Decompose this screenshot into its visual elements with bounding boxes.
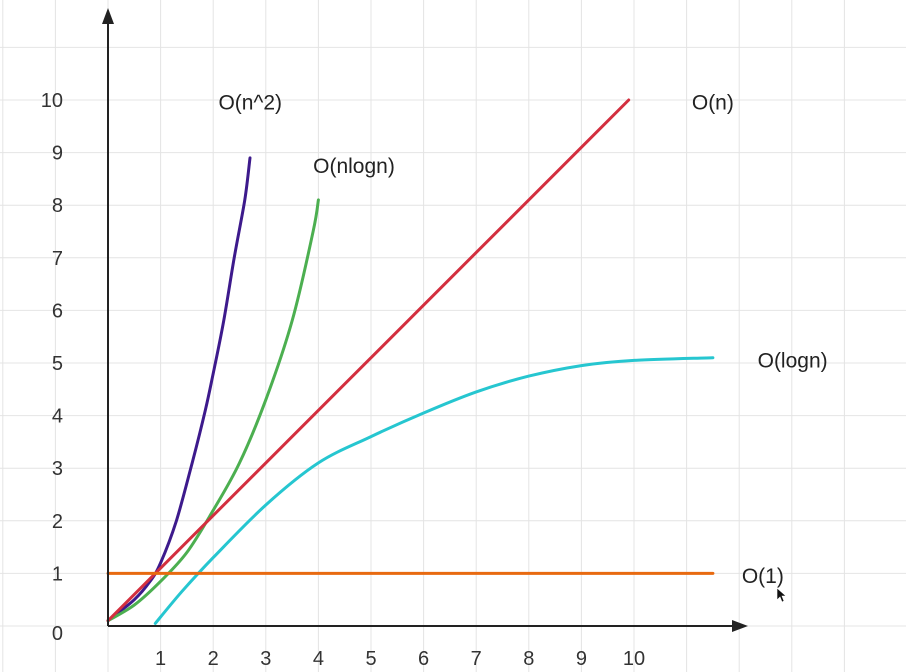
series-line-o-n [106, 98, 631, 623]
x-axis-arrow-icon [732, 620, 748, 632]
y-tick-label: 6 [52, 300, 63, 322]
y-tick-label: 1 [52, 563, 63, 585]
y-tick-label: 9 [52, 143, 63, 165]
y-tick-label: 4 [52, 406, 63, 428]
series-label-o-n-2: O(n^2) [218, 92, 282, 115]
x-tick-label: 3 [260, 648, 271, 670]
series-label-o-1: O(1) [742, 565, 784, 588]
series-label-o-logn: O(logn) [758, 349, 828, 372]
y-tick-label: 5 [52, 353, 63, 375]
series-line-o-n-2 [106, 156, 252, 623]
x-tick-label: 4 [313, 648, 324, 670]
x-tick-label: 6 [418, 648, 429, 670]
y-tick-label: 7 [52, 248, 63, 270]
series-labels: O(n^2) O(nlogn) O(n) O(logn) O(1) [218, 92, 827, 588]
mouse-cursor-icon [776, 587, 787, 603]
series-line-o-logn [153, 356, 715, 625]
x-tick-label: 10 [623, 648, 645, 670]
series-group [106, 98, 715, 625]
y-axis-arrow-icon [102, 8, 114, 24]
x-tick-label: 8 [523, 648, 534, 670]
y-tick-label: 8 [52, 195, 63, 217]
x-tick-label: 2 [208, 648, 219, 670]
y-tick-label: 10 [41, 90, 63, 112]
x-tick-label: 1 [155, 648, 166, 670]
series-line-o-nlogn [106, 198, 320, 623]
x-tick-label: 5 [365, 648, 376, 670]
tick-labels: 1 2 3 4 5 6 7 8 9 10 0 1 2 3 4 5 6 7 8 9 10 [41, 90, 645, 670]
x-tick-label: 9 [576, 648, 587, 670]
series-label-o-n: O(n) [692, 92, 734, 115]
y-tick-label: 2 [52, 511, 63, 533]
y-tick-label: 3 [52, 458, 63, 480]
series-label-o-nlogn: O(nlogn) [313, 155, 395, 178]
y-tick-label: 0 [52, 623, 63, 645]
axes [102, 8, 748, 632]
x-tick-label: 7 [471, 648, 482, 670]
